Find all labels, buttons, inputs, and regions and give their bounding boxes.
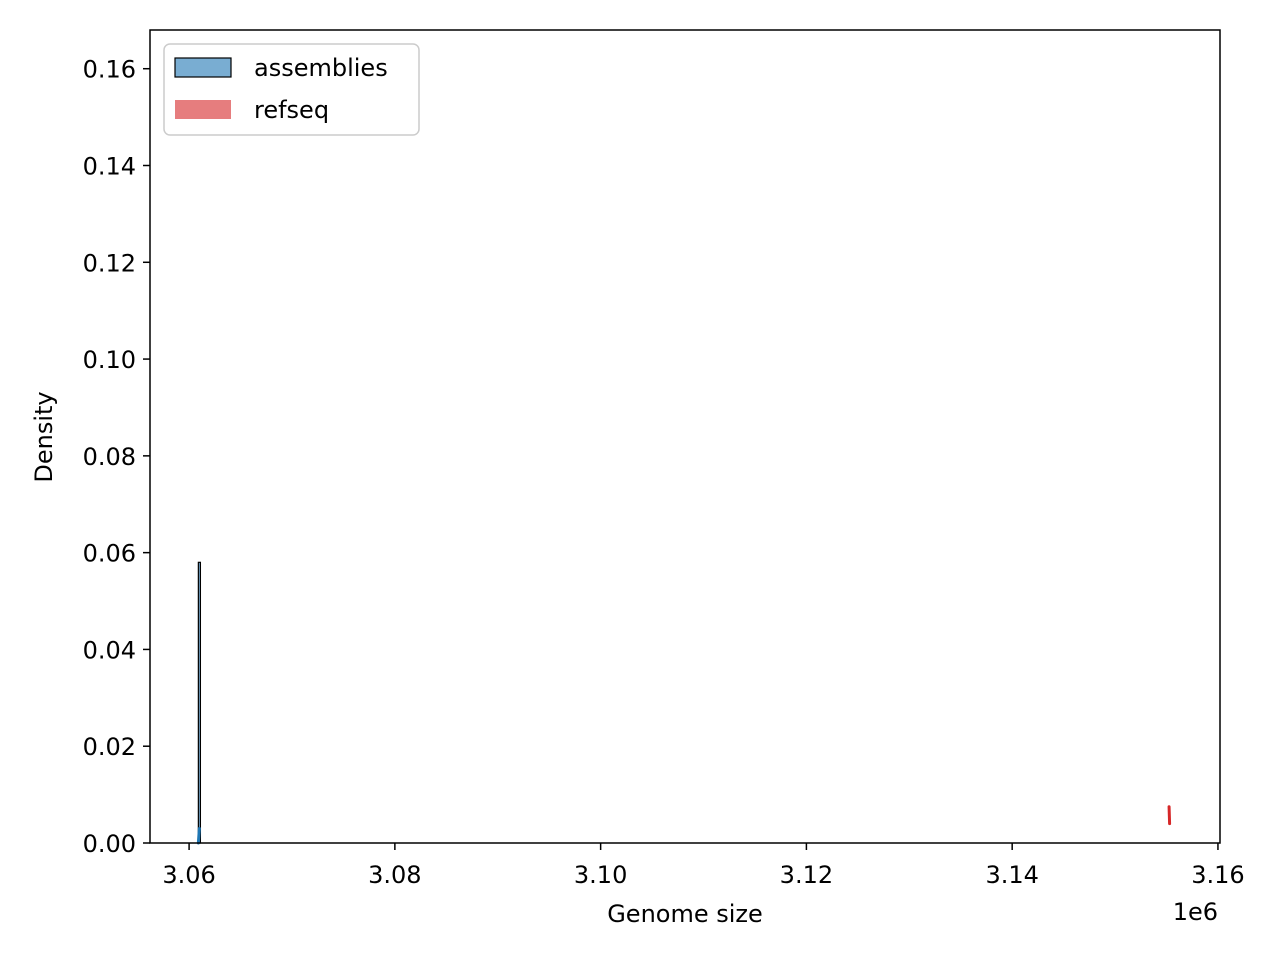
- y-tick-label: 0.06: [83, 540, 136, 568]
- kde-line-refseq: [1167, 805, 1172, 826]
- x-tick-label: 3.16: [1191, 861, 1244, 889]
- histogram-bar-assemblies-0: [197, 561, 202, 844]
- y-tick-label: 0.16: [83, 56, 136, 84]
- y-tick-label: 0.10: [83, 346, 136, 374]
- y-tick-label: 0.04: [83, 636, 136, 664]
- legend-swatch-refseq: [175, 100, 231, 119]
- x-tick-label: 3.10: [574, 861, 627, 889]
- legend-label-refseq: refseq: [254, 96, 329, 124]
- y-tick-label: 0.08: [83, 443, 136, 471]
- y-tick-label: 0.02: [83, 733, 136, 761]
- y-axis-ticks: 0.00 0.02 0.04 0.06 0.08 0.10 0.12 0.14 0.16: [83, 56, 150, 858]
- y-tick-label: 0.12: [83, 249, 136, 277]
- legend-swatch-assemblies: [174, 57, 232, 78]
- kde-line-assemblies: [196, 826, 201, 845]
- y-axis-label: Density: [30, 391, 58, 482]
- y-tick-label: 0.00: [83, 830, 136, 858]
- legend-label-assemblies: assemblies: [254, 54, 388, 82]
- x-axis-offset-label: 1e6: [1173, 898, 1218, 926]
- x-tick-label: 3.08: [368, 861, 421, 889]
- y-tick-label: 0.14: [83, 153, 136, 181]
- x-tick-label: 3.14: [985, 861, 1038, 889]
- axes-frame: [149, 29, 1221, 844]
- x-axis-label: Genome size: [607, 900, 763, 928]
- x-axis-ticks: 3.06 3.08 3.10 3.12 3.14 3.16: [162, 843, 1245, 889]
- legend: assemblies refseq: [163, 43, 420, 136]
- x-tick-label: 3.06: [162, 861, 215, 889]
- x-tick-label: 3.12: [780, 861, 833, 889]
